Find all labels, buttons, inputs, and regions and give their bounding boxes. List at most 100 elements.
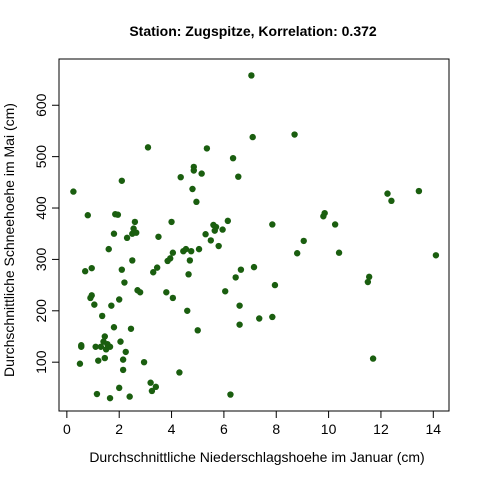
data-point <box>250 263 258 271</box>
data-point <box>331 221 339 228</box>
x-tick-label: 2 <box>115 421 123 437</box>
data-point <box>203 145 211 152</box>
data-point <box>98 312 106 320</box>
data-point <box>187 247 195 255</box>
data-point <box>232 274 239 281</box>
data-point <box>176 369 183 376</box>
y-tick-label: 600 <box>33 93 49 117</box>
data-point <box>384 190 391 197</box>
data-point <box>155 233 162 240</box>
data-point <box>101 333 109 340</box>
y-tick-label: 100 <box>33 350 49 374</box>
data-point <box>121 279 128 286</box>
data-point <box>388 197 395 205</box>
data-point <box>321 209 328 217</box>
data-point <box>271 281 279 289</box>
data-point <box>76 360 84 367</box>
data-point <box>169 294 177 302</box>
data-point <box>122 348 129 356</box>
x-axis-label: Durchschnittliche Niederschlagshoehe im … <box>89 449 424 465</box>
data-point <box>364 278 372 286</box>
data-point <box>118 266 126 273</box>
data-point <box>229 154 237 162</box>
data-point <box>93 390 101 398</box>
data-point <box>114 211 122 218</box>
data-point <box>182 245 190 253</box>
data-point <box>189 185 196 193</box>
data-point <box>117 338 124 345</box>
data-point <box>110 324 118 331</box>
data-point <box>198 170 205 177</box>
x-tick-label: 6 <box>220 421 228 437</box>
data-point <box>88 292 95 299</box>
data-point <box>236 302 243 309</box>
data-point <box>177 173 184 181</box>
data-point <box>207 237 215 244</box>
data-point <box>106 394 114 402</box>
data-point <box>119 356 127 363</box>
data-point <box>222 288 229 295</box>
data-point <box>212 223 220 231</box>
data-point <box>300 237 307 245</box>
data-point <box>126 393 133 400</box>
data-point <box>365 273 373 281</box>
data-point <box>219 226 226 233</box>
plot-frame <box>58 58 450 412</box>
data-point <box>127 325 135 332</box>
data-point <box>269 221 276 228</box>
data-point <box>140 358 148 366</box>
data-point <box>153 264 161 271</box>
data-point <box>95 357 102 364</box>
data-point <box>291 131 298 138</box>
data-point <box>131 218 139 226</box>
data-point <box>184 307 191 314</box>
data-point <box>235 173 242 180</box>
data-point <box>224 217 232 225</box>
data-point <box>168 218 175 226</box>
data-point <box>432 252 440 259</box>
x-tick-label: 12 <box>373 421 389 437</box>
data-point <box>369 355 377 362</box>
y-tick-label: 500 <box>33 145 49 169</box>
data-point <box>293 250 301 257</box>
data-point <box>97 343 105 350</box>
y-axis: 100 200 300 400 500 600 <box>33 93 60 374</box>
data-point <box>91 301 98 308</box>
data-point <box>133 229 140 236</box>
data-point <box>84 212 91 219</box>
chart-title: Station: Zugspitze, Korrelation: 0.372 <box>129 23 377 39</box>
data-point <box>105 245 112 253</box>
data-point <box>227 391 234 398</box>
data-point <box>256 315 263 322</box>
data-point <box>148 387 156 395</box>
data-point <box>269 313 276 321</box>
data-point <box>147 379 154 386</box>
data-point <box>129 257 136 264</box>
data-point <box>215 242 222 250</box>
data-point <box>118 177 126 184</box>
data-point <box>194 327 201 334</box>
data-point <box>237 266 245 273</box>
data-point <box>163 289 170 296</box>
data-point <box>150 269 157 276</box>
y-tick-label: 400 <box>33 196 49 220</box>
data-point <box>335 249 343 256</box>
data-point <box>116 384 123 392</box>
x-tick-label: 8 <box>272 421 280 437</box>
data-point <box>110 230 118 237</box>
data-point <box>78 342 85 349</box>
data-point <box>195 245 203 253</box>
data-points <box>70 72 440 402</box>
data-point <box>185 271 192 278</box>
data-point <box>101 354 109 362</box>
data-point <box>167 255 174 262</box>
data-point <box>106 343 114 350</box>
x-tick-label: 0 <box>63 421 71 437</box>
data-point <box>415 187 423 195</box>
x-tick-label: 14 <box>426 421 442 437</box>
y-tick-label: 300 <box>33 248 49 272</box>
data-point <box>190 167 197 174</box>
data-point <box>186 257 194 264</box>
